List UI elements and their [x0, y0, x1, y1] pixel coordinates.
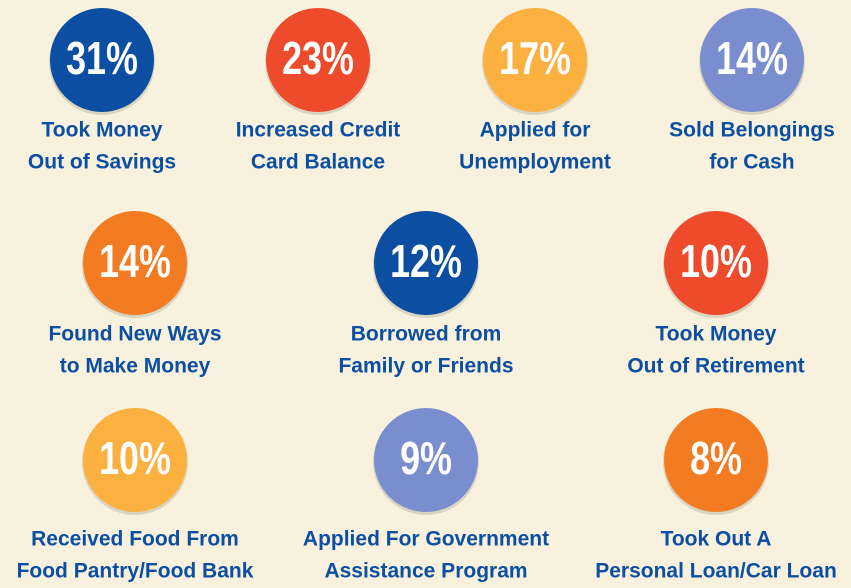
stat-label: Family or Friends: [338, 355, 513, 378]
stat-circle: [374, 408, 478, 512]
stat-label: Out of Retirement: [627, 355, 804, 378]
stat-label: Out of Savings: [28, 151, 176, 174]
stat-value: 8%: [690, 433, 742, 484]
stat-value: 31%: [66, 33, 138, 84]
stat-circle: [483, 8, 587, 112]
stat-value-group: 10%: [680, 236, 752, 287]
stat-value-group: 17%: [499, 33, 571, 84]
stat-item: 14% Sold Belongings for Cash: [669, 8, 835, 174]
stat-label: Unemployment: [459, 151, 611, 174]
stat-value-group: 23%: [282, 33, 354, 84]
stat-value-group: 31%: [66, 33, 138, 84]
stat-label: to Make Money: [60, 355, 211, 378]
stat-item: 10% Took Money Out of Retirement: [627, 211, 805, 378]
stat-value-group: 14%: [716, 33, 788, 84]
stat-item: 8% Took Out A Personal Loan/Car Loan: [595, 408, 837, 583]
stat-value: 10%: [99, 433, 171, 484]
stat-label: Personal Loan/Car Loan: [595, 560, 837, 583]
stat-item: 12% Borrowed from Family or Friends: [338, 211, 514, 378]
stat-value: 14%: [99, 236, 171, 287]
stat-value-group: 9%: [400, 433, 452, 484]
stat-label: Applied for: [480, 119, 591, 142]
stat-label: Took Money: [656, 323, 777, 346]
stat-value-group: 14%: [99, 236, 171, 287]
stat-label: Found New Ways: [48, 323, 221, 346]
stat-circle: [664, 408, 768, 512]
stat-value-group: 8%: [690, 433, 742, 484]
stat-label: Increased Credit: [236, 119, 401, 142]
stat-item: 17% Applied for Unemployment: [459, 8, 611, 174]
stat-circle: [266, 8, 370, 112]
stat-circle: [83, 408, 187, 512]
stat-item: 9% Applied For Government Assistance Progr…: [303, 408, 549, 583]
stat-circle: [50, 8, 154, 112]
stat-label: Assistance Program: [324, 560, 527, 583]
stat-value: 17%: [499, 33, 571, 84]
stat-value: 10%: [680, 236, 752, 287]
stat-item: 10% Received Food From Food Pantry/Food Ba…: [17, 408, 254, 583]
stat-label: Borrowed from: [351, 323, 502, 346]
stat-label: Applied For Government: [303, 528, 549, 551]
stat-item: 14% Found New Ways to Make Money: [48, 211, 222, 378]
stat-label: Sold Belongings: [669, 119, 835, 142]
stat-item: 23% Increased Credit Card Balance: [236, 8, 401, 174]
stat-value-group: 10%: [99, 433, 171, 484]
stat-label: for Cash: [709, 151, 794, 174]
stat-label: Took Money: [42, 119, 163, 142]
stat-label: Food Pantry/Food Bank: [17, 560, 254, 583]
stat-value: 9%: [400, 433, 452, 484]
stat-value: 14%: [716, 33, 788, 84]
stat-circle: [374, 211, 478, 315]
stat-circle: [664, 211, 768, 315]
stat-circle: [83, 211, 187, 315]
stat-label: Received Food From: [31, 528, 239, 551]
stat-label: Took Out A: [661, 528, 772, 551]
stat-circle: [700, 8, 804, 112]
stat-label: Card Balance: [251, 151, 385, 174]
stat-item: 31% Took Money Out of Savings: [28, 8, 176, 174]
stat-value: 12%: [390, 236, 462, 287]
stat-value-group: 12%: [390, 236, 462, 287]
stat-value: 23%: [282, 33, 354, 84]
